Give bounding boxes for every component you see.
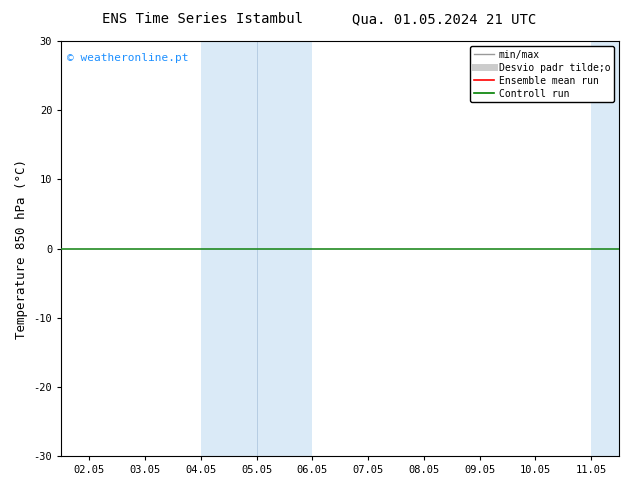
- Bar: [591, 41, 619, 456]
- Bar: [257, 41, 313, 456]
- Bar: [201, 41, 257, 456]
- Y-axis label: Temperature 850 hPa (°C): Temperature 850 hPa (°C): [15, 158, 28, 339]
- Text: Qua. 01.05.2024 21 UTC: Qua. 01.05.2024 21 UTC: [352, 12, 536, 26]
- Text: © weatheronline.pt: © weatheronline.pt: [67, 53, 188, 64]
- Text: ENS Time Series Istambul: ENS Time Series Istambul: [102, 12, 304, 26]
- Legend: min/max, Desvio padr tilde;o, Ensemble mean run, Controll run: min/max, Desvio padr tilde;o, Ensemble m…: [470, 46, 614, 102]
